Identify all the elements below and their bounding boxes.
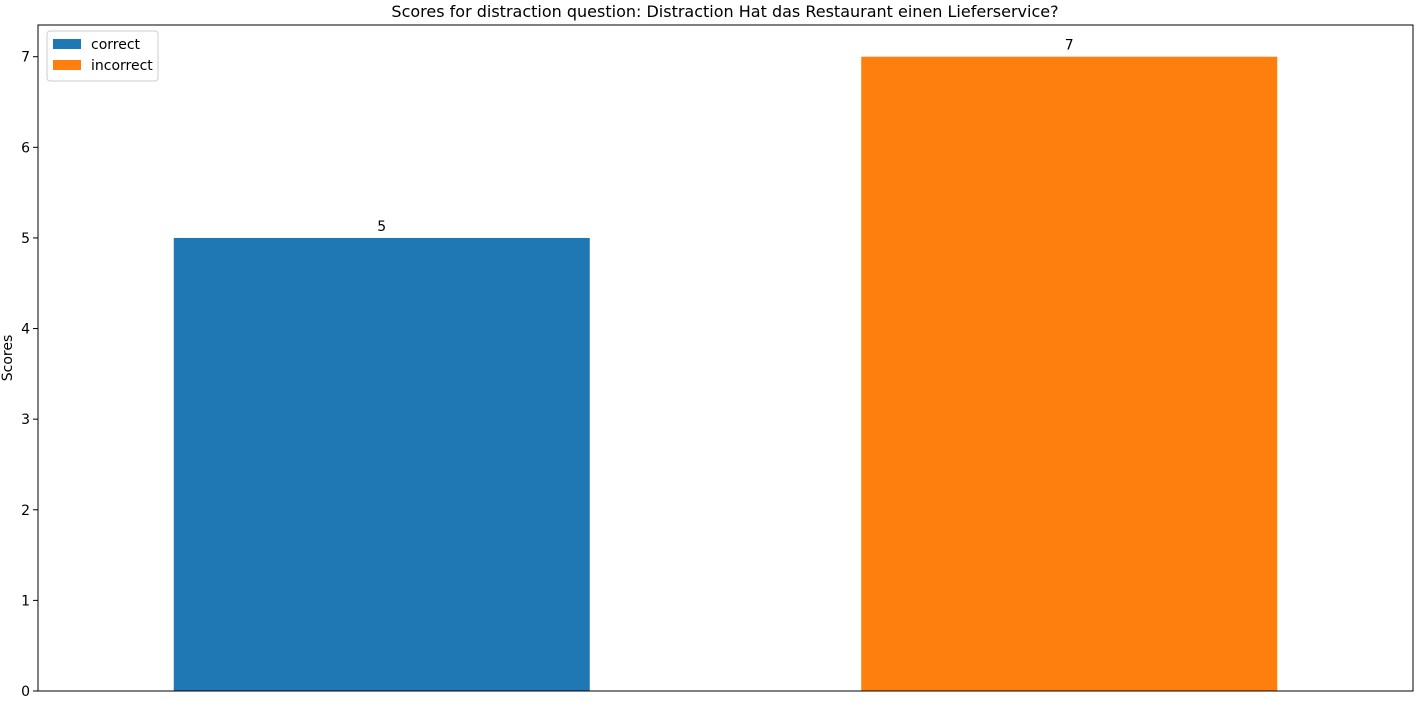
y-tick-label: 7 <box>21 50 30 66</box>
legend-label-correct: correct <box>91 37 141 53</box>
bar-value-label: 7 <box>1065 38 1074 54</box>
legend-label-incorrect: incorrect <box>91 58 153 74</box>
y-axis-ticks: 0 1 2 3 4 5 6 7 <box>21 50 38 700</box>
bar-correct <box>173 237 590 691</box>
y-axis-label: Scores <box>0 335 16 382</box>
bar-value-labels: 57 <box>377 38 1073 235</box>
chart-title: Scores for distraction question: Distrac… <box>391 2 1058 21</box>
legend: correct incorrect <box>46 30 159 82</box>
y-tick-label: 1 <box>21 593 30 609</box>
y-tick-label: 5 <box>21 231 30 247</box>
bars <box>173 56 1278 691</box>
y-tick-label: 4 <box>21 322 30 338</box>
y-tick-label: 3 <box>21 412 30 428</box>
y-tick-label: 6 <box>21 140 30 156</box>
y-tick-label: 2 <box>21 503 30 519</box>
y-tick-label: 0 <box>21 684 30 697</box>
legend-swatch-correct <box>53 39 81 49</box>
legend-swatch-incorrect <box>53 60 81 70</box>
bar-value-label: 5 <box>377 219 386 235</box>
plot-frame <box>37 24 1414 692</box>
bar-incorrect <box>861 56 1278 691</box>
